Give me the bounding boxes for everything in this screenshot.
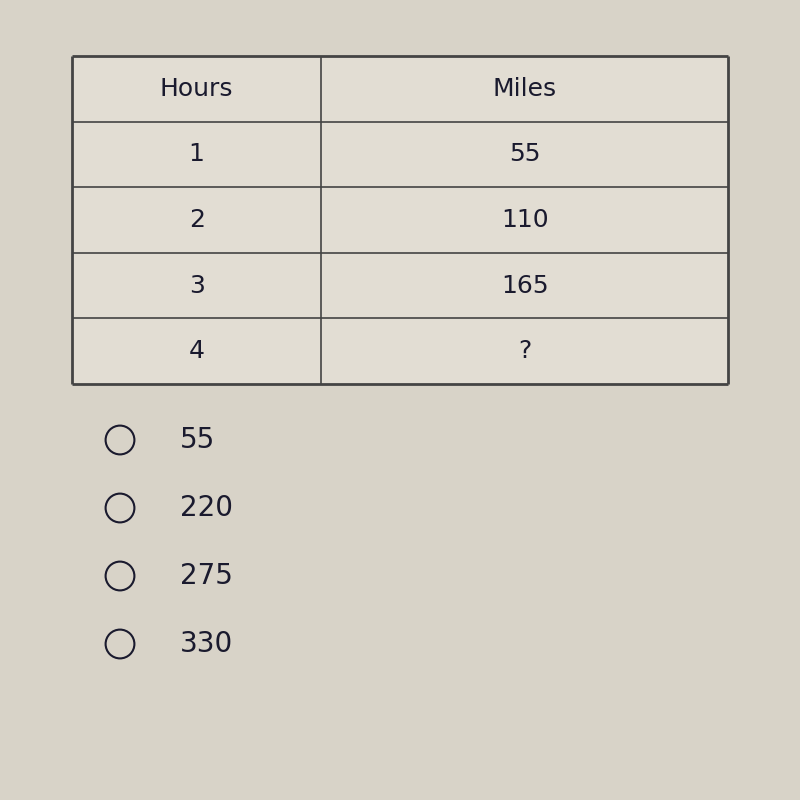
Text: 220: 220 xyxy=(180,494,233,522)
Text: 55: 55 xyxy=(180,426,215,454)
Text: 4: 4 xyxy=(189,339,205,363)
Text: 110: 110 xyxy=(501,208,549,232)
Text: 165: 165 xyxy=(501,274,549,298)
Text: Miles: Miles xyxy=(493,77,557,101)
Text: 1: 1 xyxy=(189,142,205,166)
Text: 55: 55 xyxy=(509,142,540,166)
Text: 275: 275 xyxy=(180,562,233,590)
Text: 330: 330 xyxy=(180,630,234,658)
Text: ?: ? xyxy=(518,339,531,363)
Bar xyxy=(72,56,728,384)
Text: 2: 2 xyxy=(189,208,205,232)
Text: 3: 3 xyxy=(189,274,205,298)
Text: Hours: Hours xyxy=(160,77,234,101)
